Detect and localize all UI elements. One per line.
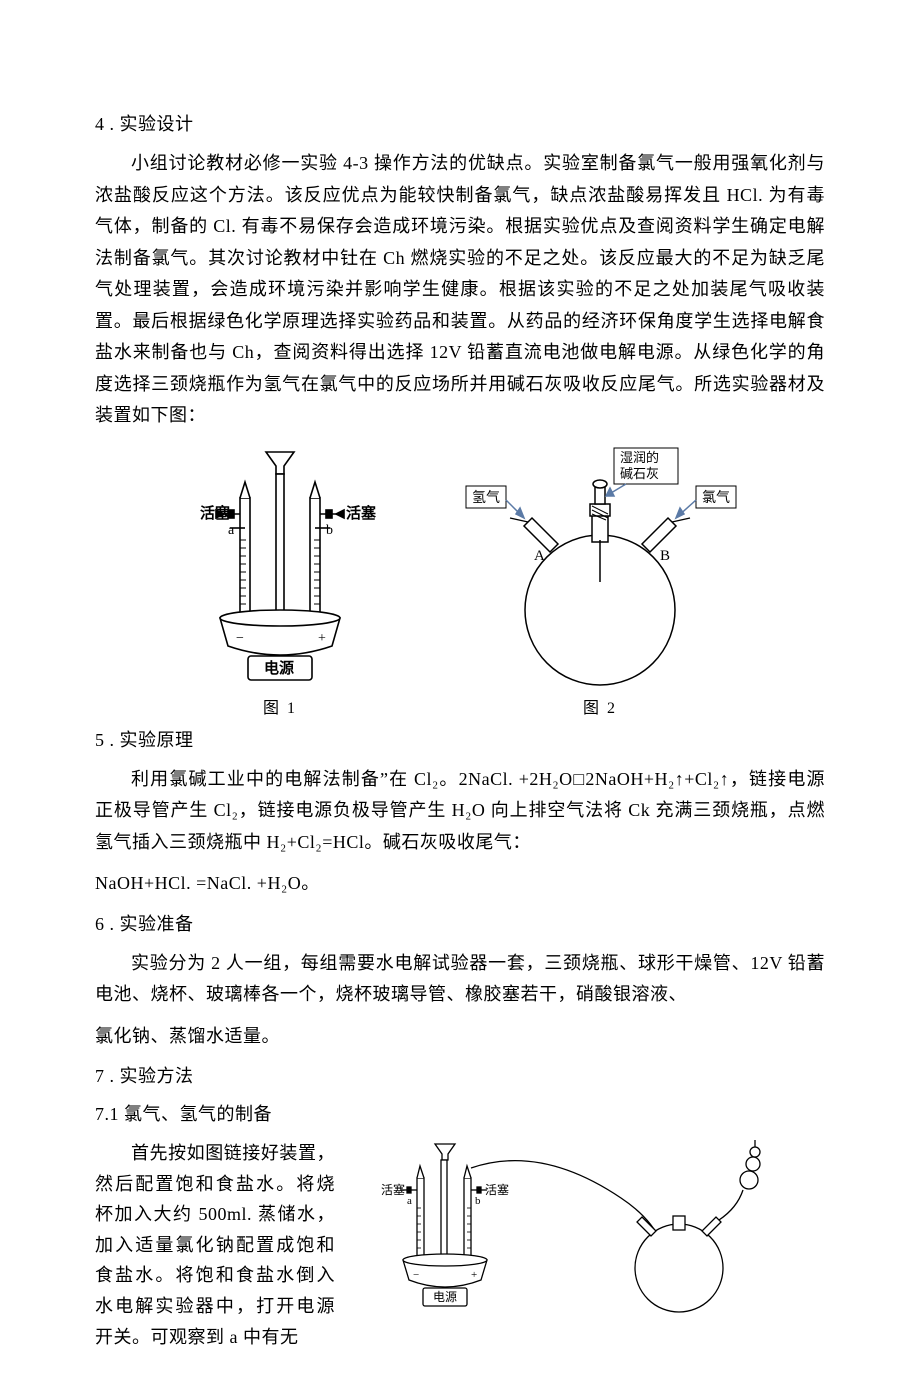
figure-1-block: 活塞 活塞 a b − + 电源 图 1 (170, 442, 390, 718)
figure-1-caption: 图 1 (170, 694, 390, 718)
figure-2-svg: 氢气 湿润的 碱石灰 氯气 A B (450, 442, 750, 692)
fig3-stopcock-left: 活塞 (381, 1182, 405, 1197)
fig1-stopcock-right-label: 活塞 (346, 504, 377, 522)
fig3-power: 电源 (433, 1290, 457, 1304)
figure-2-block: 氢气 湿润的 碱石灰 氯气 A B 图 2 (450, 442, 750, 718)
section-6-tail: 氯化钠、蒸馏水适量。 (95, 1021, 825, 1053)
section-5-heading: 5 . 实验原理 (95, 726, 825, 752)
section-5-paragraph: 利用氯碱工业中的电解法制备”在 Cl₂。2NaCl. +2H₂O□2NaOH+H… (95, 764, 825, 859)
fig1-a-label: a (228, 523, 235, 538)
fig3-stopcock-right: 活塞 (485, 1182, 509, 1197)
fig1-neg-label: − (236, 631, 244, 646)
fig2-hydrogen-label: 氢气 (472, 490, 500, 506)
fig3-pos: + (471, 1269, 477, 1281)
figures-row: 活塞 活塞 a b − + 电源 图 1 (95, 442, 825, 718)
fig2-B-label: B (660, 548, 670, 564)
section-4-heading: 4 . 实验设计 (95, 110, 825, 136)
section-6-heading: 6 . 实验准备 (95, 910, 825, 936)
fig2-A-label: A (534, 548, 545, 564)
section-4-paragraph: 小组讨论教材必修一实验 4-3 操作方法的优缺点。实验室制备氯气一般用强氧化剂与… (95, 148, 825, 432)
fig1-b-label: b (326, 523, 333, 538)
fig2-lime-label-1: 湿润的 (620, 450, 659, 465)
fig2-chlorine-label: 氯气 (702, 490, 730, 506)
section-5-equation: NaOH+HCl. =NaCl. +H₂O。 (95, 868, 825, 900)
figure-3-svg: 活塞 活塞 a b − + 电源 (359, 1138, 789, 1328)
section-7-row: 首先按如图链接好装置，然后配置饱和食盐水。将烧杯加入大约 500ml. 蒸储水，… (95, 1138, 825, 1352)
fig3-neg: − (413, 1269, 419, 1281)
section-6-paragraph: 实验分为 2 人一组，每组需要水电解试验器一套，三颈烧瓶、球形干燥管、12V 铅… (95, 948, 825, 1011)
fig1-stopcock-left-label: 活塞 (200, 504, 231, 522)
section-7-paragraph: 首先按如图链接好装置，然后配置饱和食盐水。将烧杯加入大约 500ml. 蒸储水，… (95, 1138, 335, 1352)
fig3-b: b (475, 1195, 481, 1207)
figure-2-caption: 图 2 (450, 694, 750, 718)
section-7-heading: 7 . 实验方法 (95, 1062, 825, 1088)
section-7-1-heading: 7.1 氯气、氢气的制备 (95, 1100, 825, 1126)
page-root: 4 . 实验设计 小组讨论教材必修一实验 4-3 操作方法的优缺点。实验室制备氯… (0, 0, 920, 1392)
figure-1-svg: 活塞 活塞 a b − + 电源 (170, 442, 390, 692)
figure-3-block: 活塞 活塞 a b − + 电源 (359, 1138, 825, 1333)
fig3-a: a (407, 1195, 412, 1207)
fig2-lime-label-2: 碱石灰 (620, 466, 659, 481)
fig1-power-label: 电源 (264, 659, 294, 677)
fig1-pos-label: + (318, 631, 326, 646)
